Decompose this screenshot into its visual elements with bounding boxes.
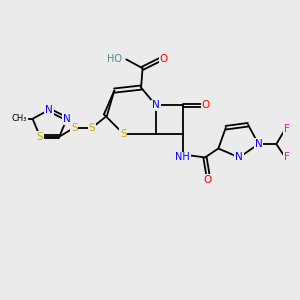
Text: NH: NH [175,152,190,162]
Text: S: S [120,129,127,139]
Text: N: N [63,114,71,124]
Text: HO: HO [107,54,122,64]
Text: O: O [202,100,210,110]
Text: N: N [45,105,53,115]
Text: F: F [284,152,290,162]
Text: S: S [71,123,77,133]
Text: N: N [235,152,243,162]
Text: F: F [284,124,290,134]
Text: N: N [255,139,262,149]
Text: N: N [152,100,160,110]
Text: S: S [89,123,95,133]
Text: O: O [204,175,212,185]
Text: CH₃: CH₃ [11,114,27,123]
Text: S: S [37,132,43,142]
Text: O: O [160,54,168,64]
